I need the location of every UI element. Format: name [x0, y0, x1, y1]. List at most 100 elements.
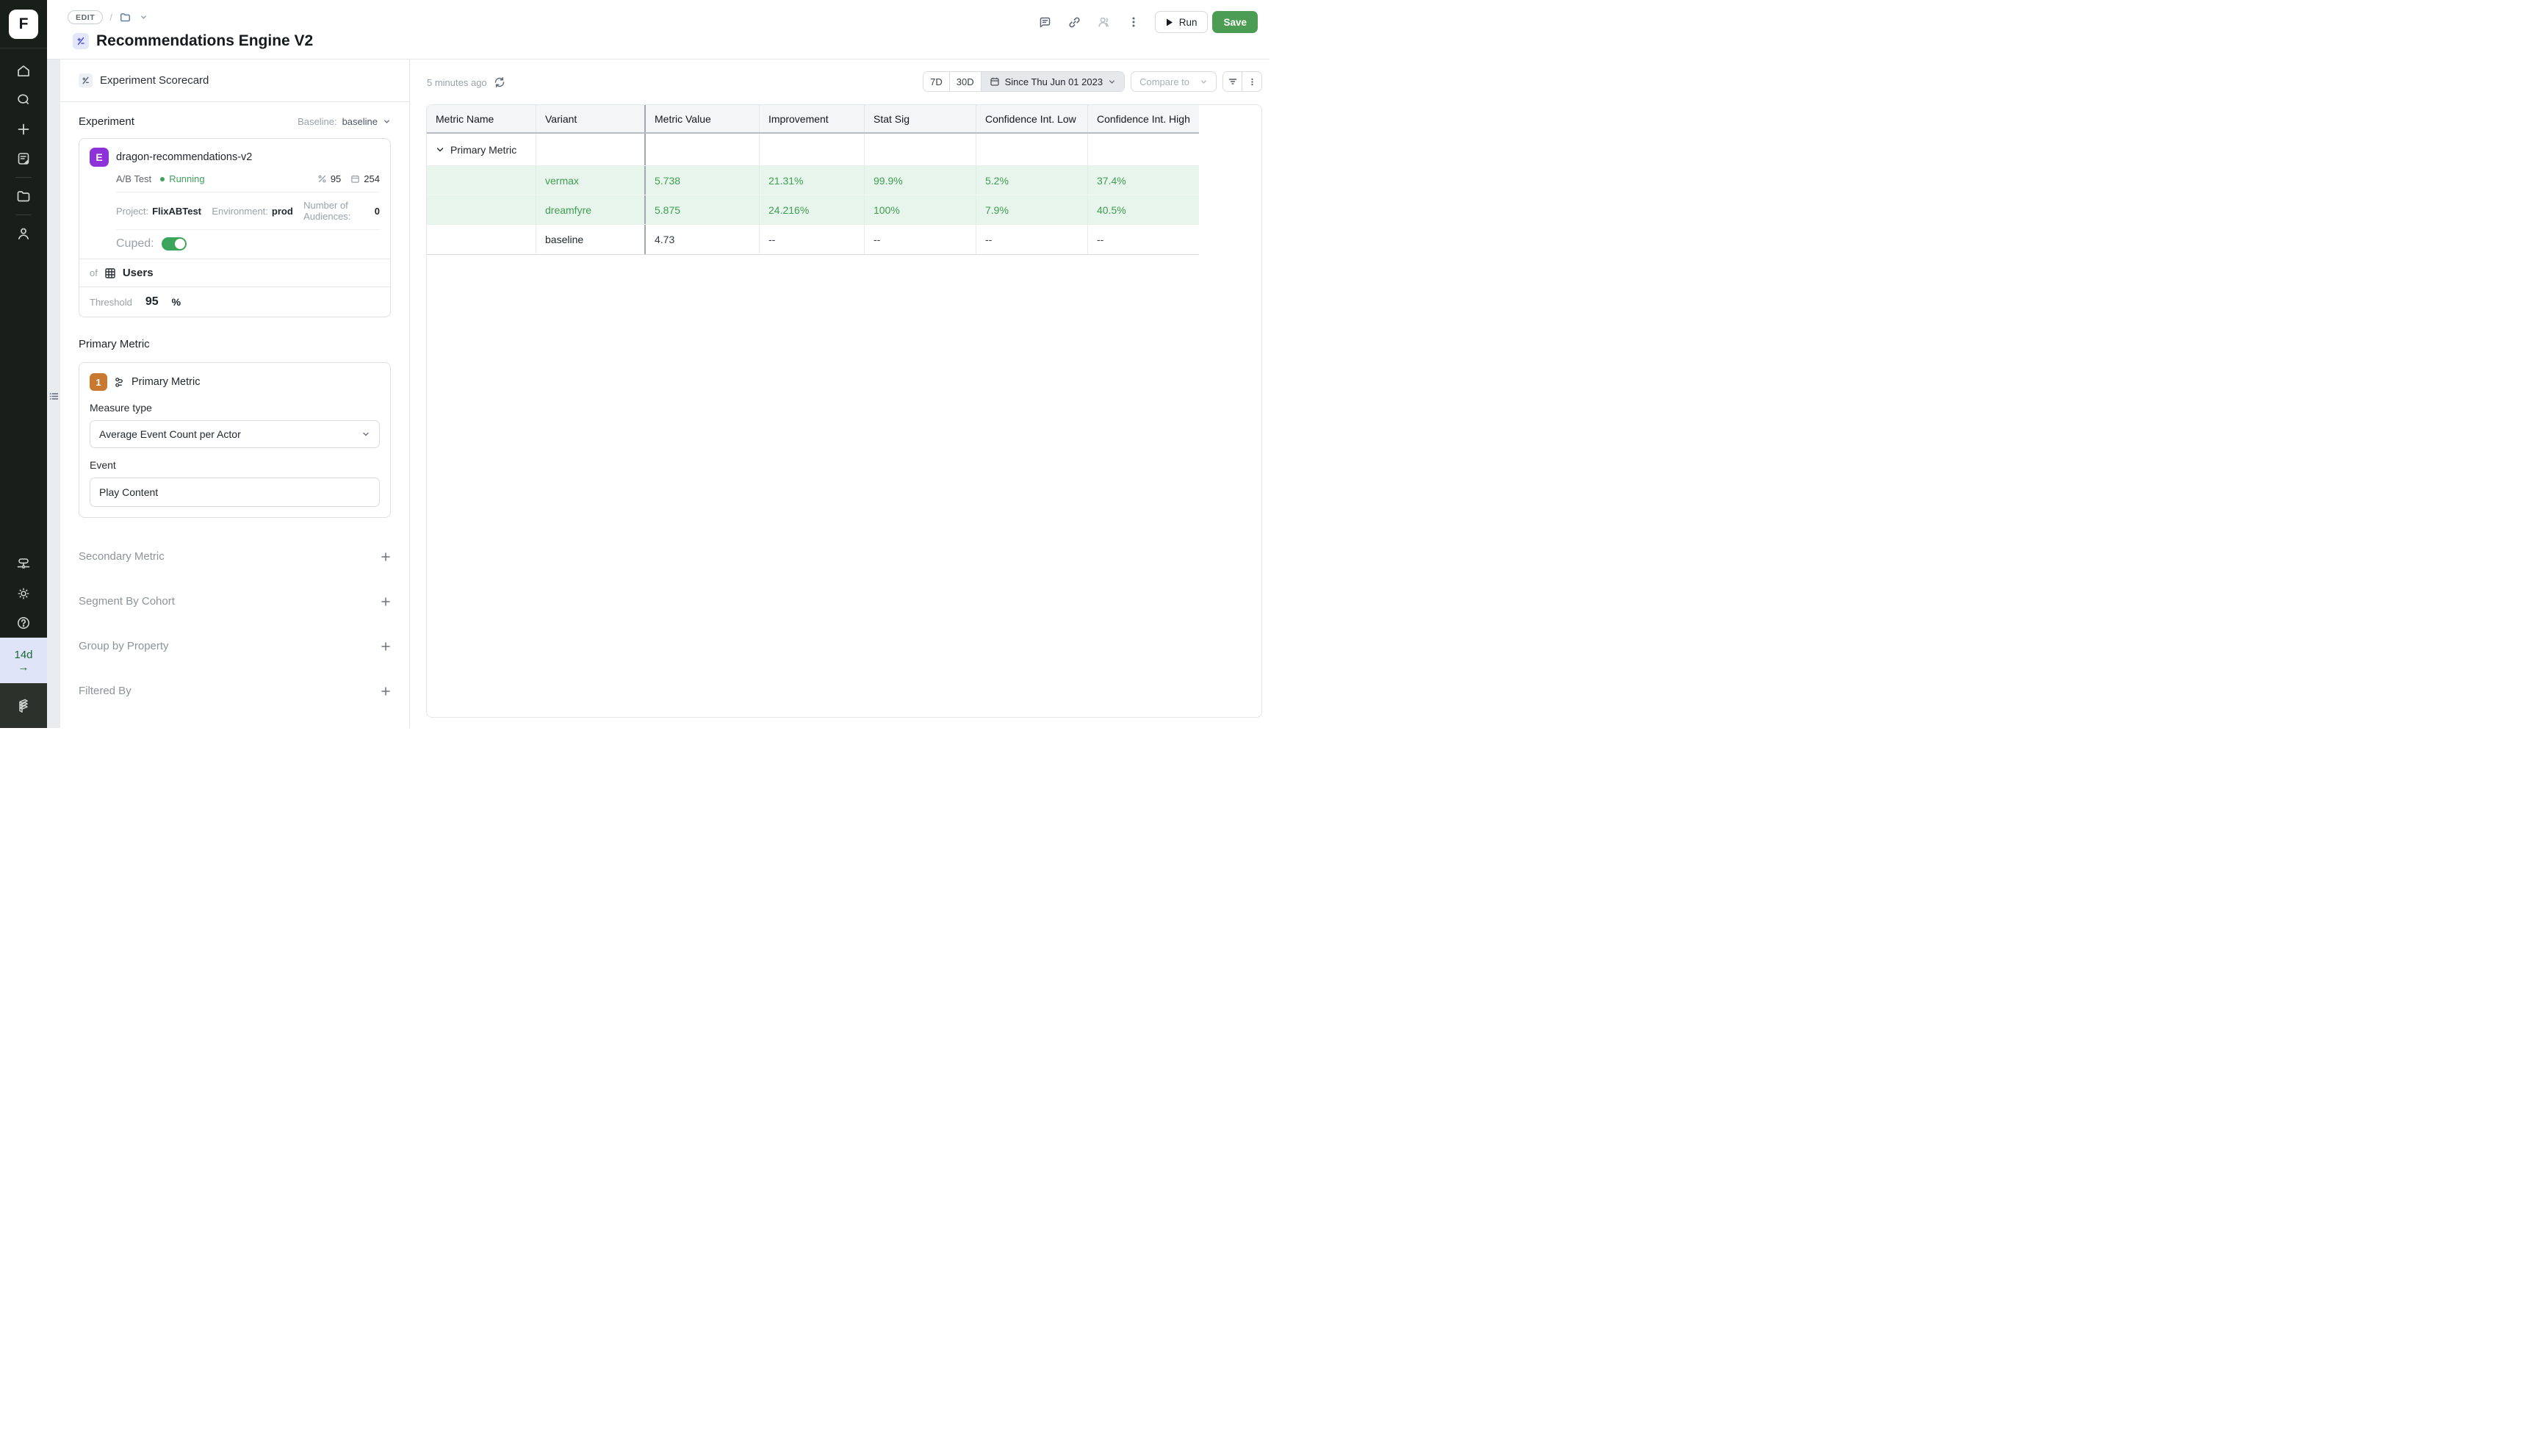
group-toggle[interactable]: Primary Metric: [427, 134, 536, 165]
search-icon[interactable]: [9, 85, 38, 115]
panel-grip-icon[interactable]: [49, 392, 59, 401]
add-segment-cohort-icon[interactable]: [381, 597, 391, 607]
calendar-icon: [350, 174, 360, 184]
notes-icon[interactable]: [9, 144, 38, 173]
date-range-value: Since Thu Jun 01 2023: [1004, 76, 1103, 87]
ci-low-cell: --: [976, 225, 1088, 254]
workspace-logo[interactable]: F: [9, 9, 38, 39]
cuped-toggle[interactable]: [161, 237, 187, 251]
folder-icon[interactable]: [9, 181, 38, 211]
range-30d-button[interactable]: 30D: [949, 72, 982, 91]
header-actions: Run Save: [1033, 10, 1258, 35]
custom-date-range-button[interactable]: Since Thu Jun 01 2023: [981, 72, 1125, 91]
event-input[interactable]: Play Content: [90, 477, 380, 507]
status-dot: [160, 176, 165, 181]
cuped-row: Cuped:: [116, 237, 380, 251]
measure-type-label: Measure type: [90, 402, 152, 414]
refresh-icon[interactable]: [494, 76, 505, 88]
app-root: F: [0, 0, 1270, 728]
last-updated-row: 5 minutes ago: [427, 76, 505, 88]
table-row[interactable]: dreamfyre 5.875 24.216% 100% 7.9% 40.5%: [427, 195, 1261, 225]
range-7d-button[interactable]: 7D: [923, 72, 950, 91]
add-secondary-metric-icon[interactable]: [381, 552, 391, 562]
table-row[interactable]: baseline 4.73 -- -- -- --: [427, 225, 1261, 255]
save-button[interactable]: Save: [1212, 11, 1258, 33]
data-sources-icon[interactable]: [9, 549, 38, 579]
environment-value: prod: [271, 205, 293, 217]
of-label: of: [90, 267, 98, 278]
experiment-type: A/B Test: [116, 173, 152, 184]
table-row[interactable]: vermax 5.738 21.31% 99.9% 5.2% 37.4%: [427, 166, 1261, 195]
percent-value: 95: [330, 173, 342, 184]
project-value: FlixABTest: [152, 205, 202, 217]
add-group-by-property-icon[interactable]: [381, 641, 391, 652]
threshold-value[interactable]: 95: [145, 295, 159, 308]
filter-rows-icon[interactable]: [1223, 72, 1242, 91]
breadcrumb-folder-icon[interactable]: [119, 11, 132, 24]
col-improvement[interactable]: Improvement: [760, 105, 865, 132]
primary-metric-card-title: Primary Metric: [132, 376, 201, 388]
group-by-property-label: Group by Property: [79, 640, 169, 652]
col-metric-value[interactable]: Metric Value: [646, 105, 760, 132]
settings-gear-icon[interactable]: [9, 579, 38, 608]
kebab-menu-icon[interactable]: [1121, 10, 1146, 35]
divider: [116, 229, 380, 230]
rail-nav: [9, 48, 38, 248]
col-metric-name[interactable]: Metric Name: [427, 105, 536, 132]
section-secondary-metric: Secondary Metric: [79, 550, 391, 563]
product-logo-area[interactable]: [0, 683, 47, 728]
save-button-label: Save: [1223, 16, 1247, 28]
chevron-down-icon: [383, 118, 391, 126]
rail-divider: [15, 177, 32, 178]
percent-icon: [317, 174, 327, 184]
metric-value-cell: 5.875: [646, 195, 760, 224]
col-variant[interactable]: Variant: [536, 105, 646, 132]
page-header: EDIT / Recommendations Engine V2: [47, 0, 1270, 60]
scorecard-config-panel: Experiment Scorecard Experiment Baseline…: [60, 60, 410, 728]
compare-to-button[interactable]: Compare to: [1131, 71, 1217, 92]
threshold-unit: %: [171, 296, 181, 308]
primary-metric-title-row: 1 Primary Metric: [90, 373, 380, 391]
measure-type-value: Average Event Count per Actor: [99, 428, 241, 440]
primary-metric-heading: Primary Metric: [79, 338, 150, 350]
profile-icon[interactable]: [9, 219, 38, 248]
left-rail: F: [0, 0, 47, 728]
breadcrumb: EDIT /: [68, 10, 148, 24]
home-icon[interactable]: [9, 56, 38, 85]
col-confidence-low[interactable]: Confidence Int. Low: [976, 105, 1088, 132]
table-header-row: Metric Name Variant Metric Value Improve…: [427, 105, 1261, 134]
experiment-badge: E: [90, 148, 109, 167]
col-stat-sig[interactable]: Stat Sig: [865, 105, 976, 132]
run-button[interactable]: Run: [1154, 11, 1209, 33]
experiment-name-row[interactable]: E dragon-recommendations-v2: [90, 148, 380, 167]
create-icon[interactable]: [9, 115, 38, 144]
help-icon[interactable]: [9, 608, 38, 638]
table-kebab-icon[interactable]: [1242, 72, 1261, 91]
days-value: 254: [364, 173, 380, 184]
entity-row[interactable]: of Users: [79, 259, 390, 286]
share-link-icon[interactable]: [1062, 10, 1087, 35]
event-label: Event: [90, 459, 116, 471]
trial-countdown[interactable]: 14d →: [0, 638, 47, 683]
experiment-meta-row: Project: FlixABTest Environment: prod Nu…: [116, 200, 380, 222]
baseline-label: Baseline:: [298, 116, 337, 127]
improvement-cell: 24.216%: [760, 195, 865, 224]
ci-low-cell: 7.9%: [976, 195, 1088, 224]
scorecard-panel-header: Experiment Scorecard: [60, 60, 409, 102]
chevron-down-icon: [1108, 78, 1116, 86]
collaborators-icon[interactable]: [1092, 10, 1117, 35]
cuped-label: Cuped:: [116, 237, 154, 250]
scorecard-panel-title: Experiment Scorecard: [100, 74, 209, 87]
audiences-value: 0: [374, 205, 380, 217]
add-filter-icon[interactable]: [381, 686, 391, 696]
baseline-value: baseline: [342, 116, 378, 127]
ci-high-cell: --: [1097, 234, 1104, 245]
breadcrumb-chevron-icon[interactable]: [140, 13, 148, 21]
table-grid-icon: [104, 267, 116, 279]
mode-badge: EDIT: [68, 10, 104, 24]
col-confidence-high[interactable]: Confidence Int. High: [1097, 112, 1190, 125]
baseline-selector[interactable]: Baseline: baseline: [298, 116, 391, 127]
comments-icon[interactable]: [1033, 10, 1058, 35]
measure-type-select[interactable]: Average Event Count per Actor: [90, 420, 380, 448]
metric-nodes-icon: [114, 377, 125, 388]
